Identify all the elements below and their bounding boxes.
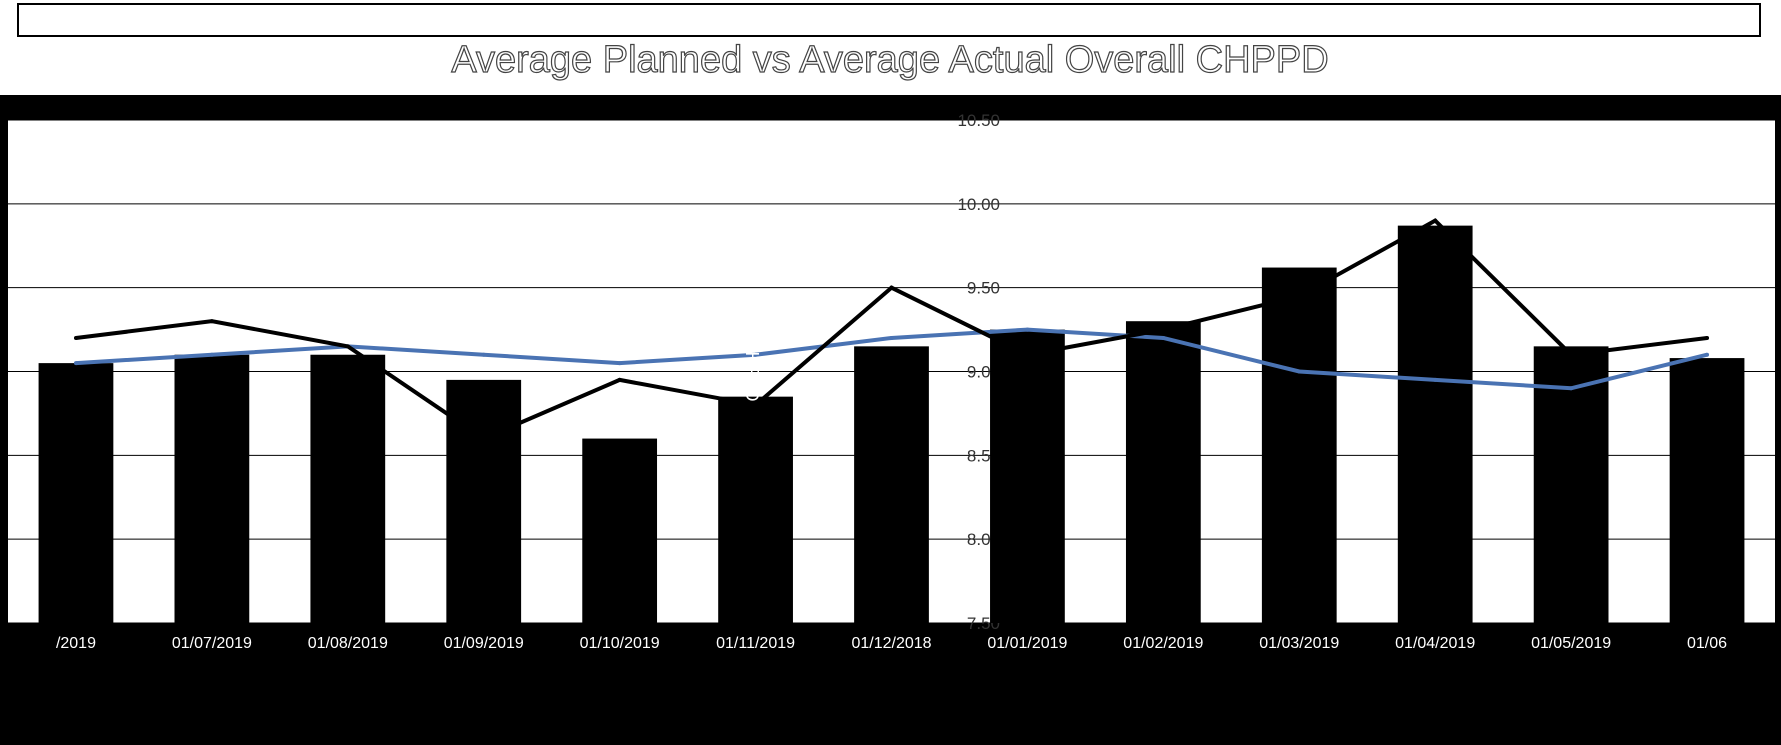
series-line-blue-point (1297, 369, 1302, 374)
x-tick-label: 01/09/2019 (444, 635, 524, 652)
series-line-black-point (345, 344, 350, 349)
series-line-blue-point (209, 352, 214, 357)
title-box (17, 3, 1761, 37)
series-line-blue-point (1569, 386, 1574, 391)
x-tick-label: 01/03/2019 (1259, 635, 1339, 652)
series-line-blue-point (481, 352, 486, 357)
y-tick-label: 10.50 (957, 111, 1000, 130)
series-line-blue-point (1025, 327, 1030, 332)
title-band (0, 0, 1781, 95)
bar (1669, 358, 1745, 623)
series-line-black-point (1569, 352, 1574, 357)
series-line-blue-point (753, 352, 758, 357)
series-line-black-point (753, 403, 758, 408)
series-line-black-point (73, 335, 78, 340)
bar (1397, 225, 1473, 623)
y-tick-label: 9.50 (967, 279, 1000, 298)
series-line-blue-point (73, 361, 78, 366)
bar (38, 363, 114, 623)
x-tick-label: 01/04/2019 (1395, 635, 1475, 652)
y-axis-label: CHPPD (742, 338, 762, 401)
bar (990, 329, 1065, 623)
series-line-black-point (1161, 327, 1166, 332)
bar (582, 438, 658, 623)
x-tick-label: 01/05/2019 (1531, 635, 1611, 652)
x-tick-label: 01/01/2019 (987, 635, 1067, 652)
x-tick-label: 01/08/2019 (308, 635, 388, 652)
series-line-black-point (1705, 335, 1710, 340)
bar (718, 396, 793, 623)
series-line-black-point (617, 377, 622, 382)
series-line-blue-point (1705, 352, 1710, 357)
chart-title: Average Planned vs Average Actual Overal… (451, 39, 1328, 81)
bar (1125, 321, 1201, 623)
series-line-blue-point (1161, 335, 1166, 340)
series-line-blue-point (617, 361, 622, 366)
series-line-black-point (481, 436, 486, 441)
bar (446, 379, 522, 623)
y-tick-label: 10.00 (957, 195, 1000, 214)
series-line-blue-point (1433, 377, 1438, 382)
x-tick-label: 01/11/2019 (716, 635, 795, 652)
x-tick-label: 01/06 (1687, 635, 1727, 652)
x-tick-label: 01/07/2019 (172, 635, 252, 652)
bar (1533, 346, 1609, 623)
bar (310, 354, 386, 623)
footer-band (0, 655, 1781, 745)
x-tick-label: 01/02/2019 (1123, 635, 1203, 652)
series-line-blue-point (889, 335, 894, 340)
series-line-black-point (889, 285, 894, 290)
bar (174, 354, 250, 623)
series-line-black-point (209, 319, 214, 324)
x-tick-label: 01/12/2018 (851, 635, 931, 652)
x-tick-label: 01/10/2019 (580, 635, 660, 652)
series-line-black-point (1433, 218, 1438, 223)
series-line-black-point (1025, 352, 1030, 357)
series-line-black-point (1297, 294, 1302, 299)
x-tick-label: /2019 (56, 635, 96, 652)
bar (1261, 267, 1337, 623)
bar (854, 346, 929, 623)
